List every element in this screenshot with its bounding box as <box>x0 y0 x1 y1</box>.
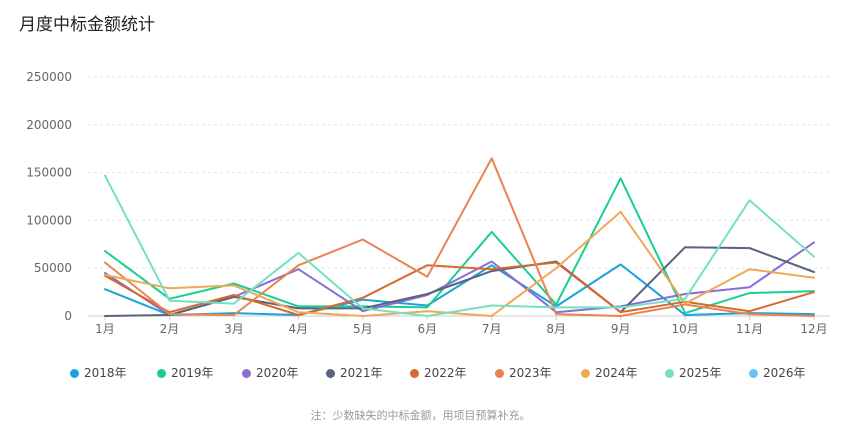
legend-item[interactable]: 2020年 <box>242 364 299 381</box>
series-line-2018年 <box>104 263 815 316</box>
x-tick-label: 2月 <box>160 322 180 336</box>
x-tick-label: 8月 <box>546 322 566 336</box>
x-tick-label: 12月 <box>800 322 827 336</box>
series-line-2021年 <box>104 246 815 317</box>
chart-legend: 2018年 2019年 2020年 2021年 2022年 2023年 2024年 2025年… <box>0 364 841 384</box>
legend-marker-icon <box>495 369 504 378</box>
legend-label: 2022年 <box>424 366 467 380</box>
y-tick-label: 50000 <box>34 261 72 275</box>
series-line-2019年 <box>104 177 815 315</box>
series-line-2024年 <box>104 210 815 317</box>
series-line-2023年 <box>104 157 815 317</box>
legend-item[interactable]: 2023年 <box>495 364 552 381</box>
y-tick-label: 200000 <box>26 118 72 132</box>
legend-item[interactable]: 2025年 <box>665 364 722 381</box>
series-line-2022年 <box>104 261 815 316</box>
legend-label: 2019年 <box>171 366 214 380</box>
y-tick-label: 0 <box>64 309 72 323</box>
x-tick-label: 10月 <box>671 322 698 336</box>
legend-marker-icon <box>326 369 335 378</box>
legend-label: 2026年 <box>763 366 806 380</box>
legend-item[interactable]: 2021年 <box>326 364 383 381</box>
line-chart: 0 50000 100000 150000 200000 250000 1月 2月 3月 4月 5月… <box>26 70 830 336</box>
chart-footnote: 注：少数缺失的中标金额，用项目预算补充。 <box>310 409 531 422</box>
legend-label: 2024年 <box>595 366 638 380</box>
y-tick-label: 250000 <box>26 70 72 84</box>
legend-marker-icon <box>665 369 674 378</box>
x-tick-label: 4月 <box>289 322 309 336</box>
legend-marker-icon <box>242 369 251 378</box>
legend-marker-icon <box>749 369 758 378</box>
legend-label: 2021年 <box>340 366 383 380</box>
legend-label: 2025年 <box>679 366 722 380</box>
series-line-2025年 <box>104 174 815 317</box>
y-tick-label: 100000 <box>26 213 72 227</box>
legend-marker-icon <box>70 369 79 378</box>
legend-label: 2023年 <box>509 366 552 380</box>
chart-title: 月度中标金额统计 <box>19 15 155 35</box>
x-tick-label: 5月 <box>353 322 373 336</box>
legend-item[interactable]: 2026年 <box>749 364 806 381</box>
legend-marker-icon <box>410 369 419 378</box>
legend-marker-icon <box>581 369 590 378</box>
x-tick-label: 1月 <box>95 322 115 336</box>
x-tick-label: 6月 <box>417 322 437 336</box>
legend-label: 2020年 <box>256 366 299 380</box>
x-tick-label: 11月 <box>736 322 763 336</box>
x-tick-label: 9月 <box>611 322 631 336</box>
legend-item[interactable]: 2022年 <box>410 364 467 381</box>
legend-item[interactable]: 2024年 <box>581 364 638 381</box>
legend-marker-icon <box>157 369 166 378</box>
legend-item[interactable]: 2018年 <box>70 364 127 381</box>
x-tick-label: 7月 <box>482 322 502 336</box>
y-tick-label: 150000 <box>26 166 72 180</box>
legend-label: 2018年 <box>84 366 127 380</box>
legend-item[interactable]: 2019年 <box>157 364 214 381</box>
x-tick-label: 3月 <box>224 322 244 336</box>
